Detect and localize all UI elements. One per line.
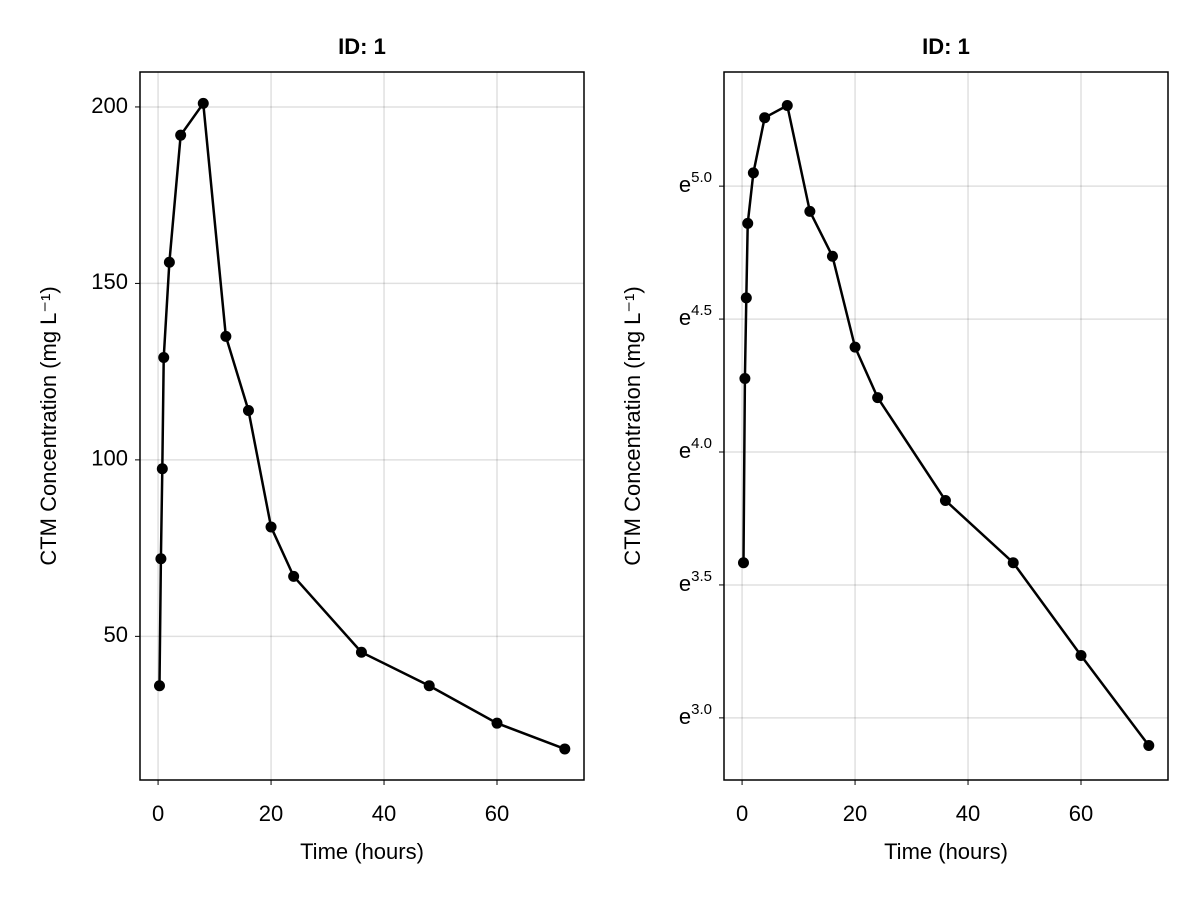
plot-frame xyxy=(723,71,1169,781)
data-point xyxy=(220,330,232,342)
chart-title: ID: 1 xyxy=(922,34,970,59)
data-point xyxy=(759,112,771,124)
data-point xyxy=(175,129,187,141)
x-tick-label: 60 xyxy=(485,801,509,826)
x-axis-label: Time (hours) xyxy=(300,839,424,864)
plot-frame xyxy=(139,71,585,781)
y-tick-label: e4.5 xyxy=(679,302,712,330)
x-tick-label: 40 xyxy=(956,801,980,826)
x-tick-label: 20 xyxy=(259,801,283,826)
data-point xyxy=(355,646,367,658)
x-tick-label: 0 xyxy=(152,801,164,826)
data-point xyxy=(939,494,951,506)
data-point xyxy=(747,167,759,179)
chart-title: ID: 1 xyxy=(338,34,386,59)
data-point xyxy=(163,256,175,268)
data-point xyxy=(742,217,754,229)
x-tick-label: 40 xyxy=(372,801,396,826)
log-base: e xyxy=(679,438,691,463)
exponent: 3.5 xyxy=(691,568,712,585)
log-base: e xyxy=(679,571,691,596)
data-point xyxy=(1143,740,1155,752)
y-tick-label: 50 xyxy=(104,622,128,647)
log-base: e xyxy=(679,305,691,330)
x-axis-label: Time (hours) xyxy=(884,839,1008,864)
data-point xyxy=(491,717,503,729)
y-tick-label: e4.0 xyxy=(679,435,712,463)
data-point xyxy=(153,680,165,692)
x-tick-label: 20 xyxy=(843,801,867,826)
data-point xyxy=(197,97,209,109)
exponent: 3.0 xyxy=(691,701,712,718)
y-axis-label: CTM Concentration (mg L⁻¹) xyxy=(620,286,645,565)
data-point xyxy=(156,463,168,475)
data-point xyxy=(1007,557,1019,569)
data-point xyxy=(849,341,861,353)
y-tick-label: e3.5 xyxy=(679,568,712,596)
data-point xyxy=(155,553,167,565)
exponent: 5.0 xyxy=(691,169,712,186)
log-base: e xyxy=(679,704,691,729)
data-point xyxy=(739,372,751,384)
x-tick-label: 0 xyxy=(736,801,748,826)
data-point xyxy=(423,680,435,692)
series-line xyxy=(742,103,1150,747)
data-point xyxy=(872,392,884,404)
y-tick-label: 100 xyxy=(91,446,128,471)
data-point xyxy=(740,292,752,304)
data-point xyxy=(804,205,816,217)
exponent: 4.5 xyxy=(691,302,712,319)
data-point xyxy=(1075,649,1087,661)
data-point xyxy=(737,557,749,569)
y-axis-label: CTM Concentration (mg L⁻¹) xyxy=(36,286,61,565)
exponent: 4.0 xyxy=(691,435,712,452)
y-tick-label: 200 xyxy=(91,93,128,118)
data-point xyxy=(242,404,254,416)
y-tick-label: 150 xyxy=(91,269,128,294)
y-tick-label: e5.0 xyxy=(679,169,712,197)
log-base: e xyxy=(679,172,691,197)
data-point xyxy=(559,743,571,755)
data-point xyxy=(265,521,277,533)
data-point xyxy=(826,250,838,262)
data-point xyxy=(158,352,170,364)
data-point xyxy=(288,570,300,582)
y-tick-label: e3.0 xyxy=(679,701,712,729)
data-point xyxy=(781,100,793,112)
panel: 50 100 150 200 0 20 40 60 ID: 1 Time (hours) CTM C… xyxy=(36,34,585,864)
x-tick-label: 60 xyxy=(1069,801,1093,826)
